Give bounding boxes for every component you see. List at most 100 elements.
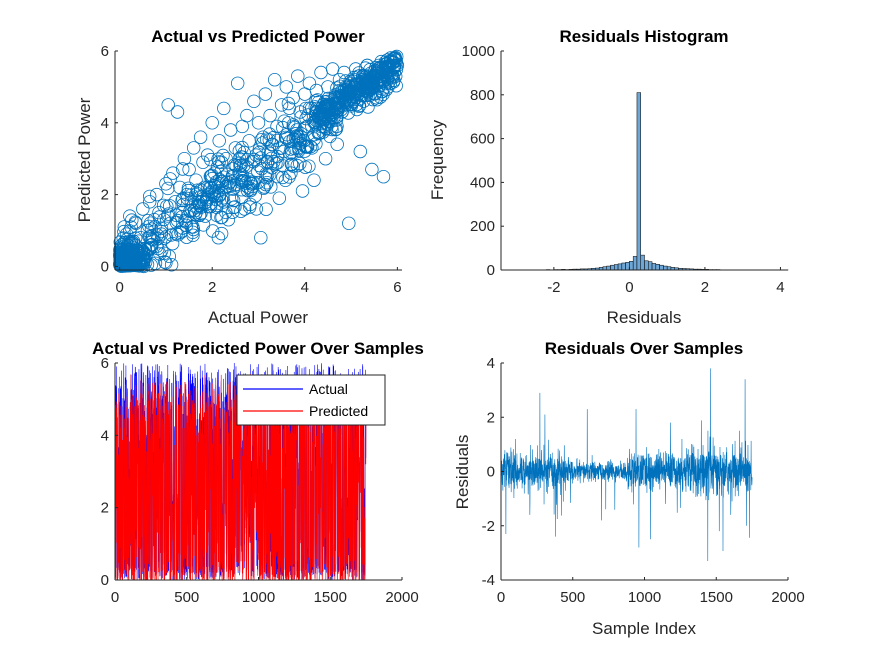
histogram-xtick-label: 0 <box>625 279 633 296</box>
scatter-xtick-label: 4 <box>301 279 309 296</box>
legend-actual-label: Actual <box>309 381 348 397</box>
scatter-point <box>150 188 163 201</box>
samples-ytick-label: 4 <box>101 427 109 444</box>
histogram-xtick-label: 2 <box>701 279 709 296</box>
scatter-point <box>354 145 367 158</box>
scatter-point <box>315 66 328 79</box>
histogram-ytick-label: 400 <box>470 174 495 191</box>
samples-ytick-label: 0 <box>101 572 109 589</box>
scatter-point <box>206 117 219 130</box>
scatter-point <box>182 184 195 197</box>
residuals-y-label: Residuals <box>453 435 472 510</box>
histogram-ytick-label: 200 <box>470 218 495 235</box>
scatter-point <box>162 182 175 195</box>
histogram-bar <box>629 261 633 270</box>
histogram-ytick-label: 0 <box>487 262 495 279</box>
samples-xtick-label: 2000 <box>385 589 418 606</box>
scatter-points <box>113 50 403 273</box>
scatter-point <box>126 214 139 227</box>
scatter-point <box>171 106 184 119</box>
scatter-point <box>282 97 295 110</box>
scatter-point <box>338 66 351 79</box>
scatter-xtick-label: 0 <box>115 279 123 296</box>
scatter-point <box>218 102 231 115</box>
scatter-point <box>296 185 309 198</box>
samples-xtick-label: 500 <box>174 589 199 606</box>
scatter-point <box>137 203 150 216</box>
scatter-point <box>143 190 156 203</box>
scatter-point <box>194 131 207 144</box>
histogram-bar <box>648 262 652 270</box>
residuals-xtick-label: 500 <box>560 589 585 606</box>
residuals-series <box>501 368 752 561</box>
histogram-bar <box>641 255 645 270</box>
histogram-xtick-label: 4 <box>776 279 784 296</box>
scatter-point <box>268 73 281 86</box>
scatter-point <box>243 135 256 148</box>
scatter-point <box>187 142 200 155</box>
histogram-bar <box>626 262 630 270</box>
scatter-point <box>259 88 272 101</box>
scatter-point <box>213 135 226 148</box>
residuals-xtick-label: 2000 <box>771 589 804 606</box>
histogram-bar <box>611 265 615 270</box>
scatter-point <box>303 77 316 90</box>
scatter-point <box>224 124 237 137</box>
histogram-ytick-label: 800 <box>470 87 495 104</box>
samples-ytick-label: 2 <box>101 500 109 517</box>
scatter-point <box>331 138 344 151</box>
scatter-point <box>204 153 217 166</box>
scatter-point <box>308 174 321 187</box>
scatter-point <box>252 117 265 130</box>
scatter-ytick-label: 4 <box>101 115 109 132</box>
residuals-ytick-label: 2 <box>487 409 495 426</box>
scatter-point <box>248 95 261 108</box>
scatter-xtick-label: 6 <box>393 279 401 296</box>
scatter-point <box>273 192 286 205</box>
samples-xtick-label: 1000 <box>242 589 275 606</box>
scatter-xtick-label: 2 <box>208 279 216 296</box>
scatter-point <box>215 211 228 224</box>
scatter-point <box>143 196 156 209</box>
scatter-ytick-label: 6 <box>101 43 109 60</box>
samples-legend: Actual Predicted <box>237 375 385 425</box>
scatter-x-label: Actual Power <box>208 308 308 327</box>
scatter-point <box>280 81 293 94</box>
histogram-bar <box>656 264 660 270</box>
histogram-ytick-label: 1000 <box>462 43 495 60</box>
scatter-point <box>319 152 332 165</box>
scatter-point <box>231 77 244 90</box>
histogram-bar <box>622 263 626 270</box>
scatter-point <box>197 156 210 169</box>
histogram-xtick-label: -2 <box>547 279 560 296</box>
residuals-title: Residuals Over Samples <box>545 339 743 358</box>
samples-xtick-label: 1500 <box>314 589 347 606</box>
histogram-bar <box>637 93 641 270</box>
residuals-ytick-label: -2 <box>482 518 495 535</box>
scatter-point <box>260 203 273 216</box>
histogram-bar <box>633 256 637 270</box>
scatter-point <box>343 217 356 230</box>
scatter-y-label: Predicted Power <box>75 97 94 222</box>
histogram-y-label: Frequency <box>428 119 447 200</box>
scatter-point <box>377 170 390 183</box>
residuals-x-label: Sample Index <box>592 619 696 638</box>
legend-predicted-label: Predicted <box>309 403 368 419</box>
histogram-bar <box>652 263 656 270</box>
scatter-point <box>326 63 339 76</box>
histogram-title: Residuals Histogram <box>559 27 728 46</box>
residuals-xtick-label: 1500 <box>700 589 733 606</box>
residuals-ytick-label: 4 <box>487 355 495 372</box>
samples-xtick-label: 0 <box>111 589 119 606</box>
scatter-point <box>264 109 277 122</box>
scatter-point <box>292 70 305 83</box>
scatter-point <box>241 109 254 122</box>
histogram-bar <box>660 265 664 270</box>
samples-title: Actual vs Predicted Power Over Samples <box>92 339 424 358</box>
histogram-bars <box>501 93 788 270</box>
histogram-bar <box>663 266 667 270</box>
